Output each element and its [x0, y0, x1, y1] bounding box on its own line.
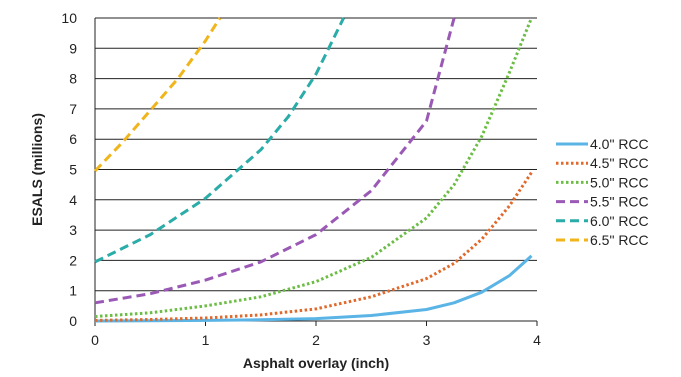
x-tick-label: 4 [533, 332, 541, 348]
series-line-3 [94, 17, 533, 318]
y-axis-title: ESALS (millions) [29, 113, 45, 226]
series-line-1 [94, 254, 533, 323]
y-tick-label: 7 [69, 101, 77, 117]
y-tick-labels: 0 1 2 3 4 5 6 7 8 9 10 [61, 10, 77, 329]
y-tick-label: 6 [69, 131, 77, 147]
y-tick-label: 4 [69, 192, 77, 208]
legend-label: 6.0" RCC [590, 213, 649, 229]
y-tick-label: 0 [69, 313, 77, 329]
legend-label: 6.5" RCC [590, 232, 649, 248]
series-line-2 [94, 171, 533, 322]
x-tick-labels: 0 1 2 3 4 [91, 321, 541, 348]
legend: 4.0" RCC 4.5" RCC 5.0" RCC 5.5" RCC 6.0" RCC… [556, 136, 649, 248]
y-tick-label: 2 [69, 252, 77, 268]
y-tick-label: 3 [69, 222, 77, 238]
x-tick-label: 2 [312, 332, 320, 348]
y-tick-label: 10 [61, 10, 77, 26]
series-line-6 [93, 17, 222, 173]
x-axis-title: Asphalt overlay (inch) [243, 355, 389, 371]
series-line-4 [94, 17, 456, 305]
x-tick-label: 3 [423, 332, 431, 348]
series-lines [93, 17, 533, 323]
x-tick-label: 0 [91, 332, 99, 348]
y-tick-label: 8 [69, 71, 77, 87]
y-tick-label: 1 [69, 283, 77, 299]
gridlines [95, 17, 537, 292]
legend-label: 4.5" RCC [590, 155, 649, 171]
legend-label: 5.0" RCC [590, 174, 649, 190]
x-tick-label: 1 [202, 332, 210, 348]
series-line-5 [94, 17, 345, 264]
legend-label: 4.0" RCC [590, 136, 649, 152]
y-tick-label: 9 [69, 40, 77, 56]
legend-label: 5.5" RCC [590, 194, 649, 210]
y-tick-label: 5 [69, 162, 77, 178]
